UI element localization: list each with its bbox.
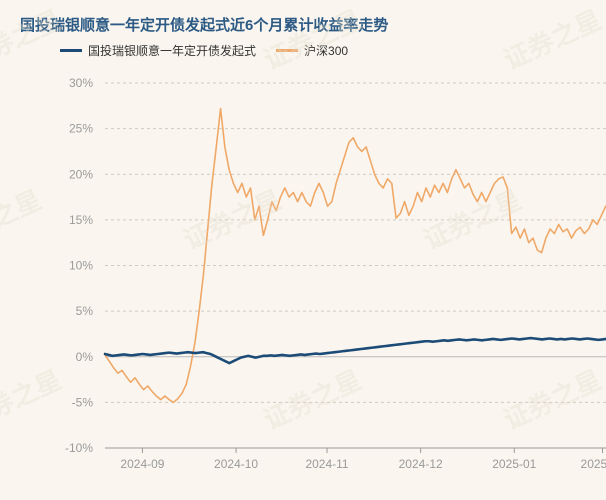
- fund-line-swatch: [60, 49, 82, 52]
- x-axis-label-2024-12: 2024-12: [399, 457, 443, 471]
- plot-area[interactable]: 30% 25% 20% 15% 10% 5% 0% -5% -10% 2024-09 2024-10…: [55, 68, 590, 433]
- y-axis-tick-20: 20%: [69, 167, 93, 181]
- legend-item-fund: 国投瑞银顺意一年定开债发起式: [60, 42, 256, 59]
- page-title: 国投瑞银顺意一年定开债发起式近6个月累计收益率走势: [20, 14, 388, 35]
- y-axis-tick-25: 25%: [69, 122, 93, 136]
- legend-label-index: 沪深300: [304, 42, 348, 59]
- index-line-path[interactable]: [105, 109, 606, 403]
- y-axis-tick-15: 15%: [69, 213, 93, 227]
- x-axis-label-2024-11: 2024-11: [305, 457, 348, 471]
- chart-container: 证券之星 证券之星 证券之星 证券之星 证券之星 证券之星 证券之星 证券之星 …: [0, 0, 606, 500]
- y-axis-tick-0: 0%: [76, 350, 94, 364]
- legend-item-index: 沪深300: [276, 42, 348, 59]
- y-axis-tick-30: 30%: [69, 76, 93, 90]
- fund-line-path[interactable]: [105, 338, 606, 363]
- y-axis-tick--10: -10%: [65, 441, 93, 455]
- x-axis-label-2025-01: 2025-01: [492, 457, 536, 471]
- y-axis-tick-5: 5%: [76, 304, 94, 318]
- x-axis-label-2024-10: 2024-10: [214, 457, 258, 471]
- legend-label-fund: 国投瑞银顺意一年定开债发起式: [88, 42, 256, 59]
- y-axis-tick--5: -5%: [72, 395, 94, 409]
- y-axis-tick-10: 10%: [69, 259, 93, 273]
- legend: 国投瑞银顺意一年定开债发起式 沪深300: [60, 42, 368, 59]
- x-axis-label-2025-02: 2025-02: [581, 457, 606, 471]
- x-axis-label-2024-09: 2024-09: [120, 457, 164, 471]
- index-line-swatch: [276, 49, 298, 52]
